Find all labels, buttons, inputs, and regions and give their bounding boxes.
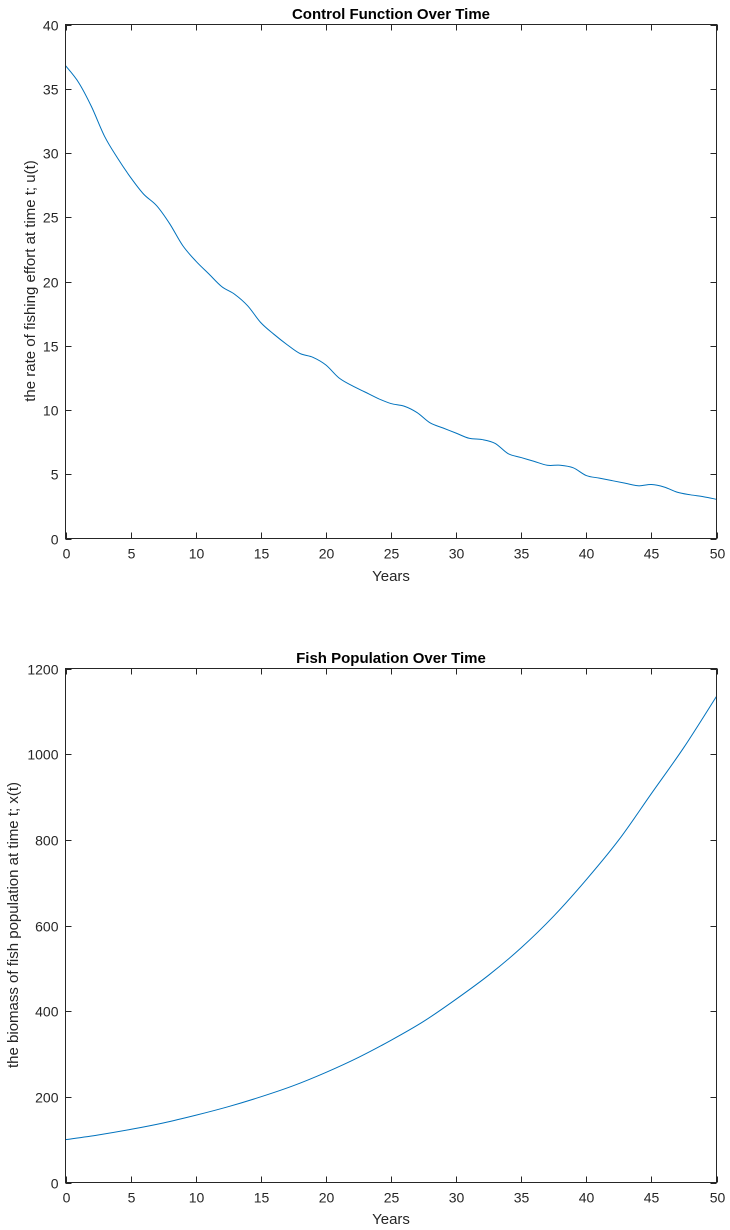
y-tick-label: 400 — [35, 1004, 59, 1020]
y-tick-label: 40 — [43, 18, 59, 34]
x-tick-label: 30 — [449, 1190, 465, 1206]
y-tick-label: 0 — [51, 532, 59, 548]
chart-title: Control Function Over Time — [292, 6, 490, 23]
x-tick-label: 5 — [128, 546, 136, 562]
x-tick-label: 10 — [189, 546, 205, 562]
y-tick-label: 1000 — [27, 747, 58, 763]
y-tick-label: 15 — [43, 339, 59, 355]
x-tick-label: 25 — [384, 546, 400, 562]
y-axis-ticks: 0 200 400 600 800 1000 1200 — [27, 662, 717, 1192]
y-tick-label: 600 — [35, 919, 59, 935]
y-axis-label: the biomass of fish population at time t… — [5, 782, 22, 1068]
y-tick-label: 5 — [51, 467, 59, 483]
population-chart: Fish Population Over Time 0 5 10 15 20 25 30 35… — [5, 650, 725, 1228]
x-tick-label: 15 — [254, 1190, 270, 1206]
series-line-u — [65, 65, 717, 500]
x-tick-label: 0 — [63, 1190, 71, 1206]
x-axis-ticks: 0 5 10 15 20 25 30 35 40 45 50 — [63, 24, 726, 562]
plot-box — [65, 24, 717, 539]
x-tick-label: 40 — [579, 546, 595, 562]
x-tick-label: 35 — [514, 1190, 530, 1206]
x-axis-label: Years — [372, 568, 410, 585]
x-tick-label: 5 — [128, 1190, 136, 1206]
y-tick-label: 35 — [43, 82, 59, 98]
y-tick-label: 20 — [43, 275, 59, 291]
x-tick-label: 50 — [710, 546, 726, 562]
x-tick-label: 20 — [319, 546, 335, 562]
y-tick-label: 0 — [51, 1176, 59, 1192]
x-tick-label: 50 — [710, 1190, 726, 1206]
plot-box — [65, 668, 717, 1183]
x-tick-label: 10 — [189, 1190, 205, 1206]
y-tick-label: 10 — [43, 403, 59, 419]
x-tick-label: 0 — [63, 546, 71, 562]
chart-title: Fish Population Over Time — [296, 650, 486, 667]
x-axis-label: Years — [372, 1211, 410, 1228]
series-line-x — [65, 696, 717, 1141]
x-tick-label: 40 — [579, 1190, 595, 1206]
y-tick-label: 200 — [35, 1090, 59, 1106]
y-axis-ticks: 0 5 10 15 20 25 30 35 40 — [43, 18, 717, 548]
x-tick-label: 20 — [319, 1190, 335, 1206]
y-tick-label: 25 — [43, 210, 59, 226]
y-tick-label: 1200 — [27, 662, 58, 678]
x-tick-label: 45 — [644, 546, 660, 562]
x-tick-label: 30 — [449, 546, 465, 562]
y-tick-label: 800 — [35, 833, 59, 849]
x-tick-label: 25 — [384, 1190, 400, 1206]
control-chart: Control Function Over Time 0 5 10 15 20 25 30 3… — [22, 6, 725, 585]
x-tick-label: 15 — [254, 546, 270, 562]
y-axis-label: the rate of fishing effort at time t; u(… — [22, 160, 39, 402]
x-axis-ticks: 0 5 10 15 20 25 30 35 40 45 50 — [63, 668, 726, 1206]
y-tick-label: 30 — [43, 146, 59, 162]
x-tick-label: 35 — [514, 546, 530, 562]
x-tick-label: 45 — [644, 1190, 660, 1206]
